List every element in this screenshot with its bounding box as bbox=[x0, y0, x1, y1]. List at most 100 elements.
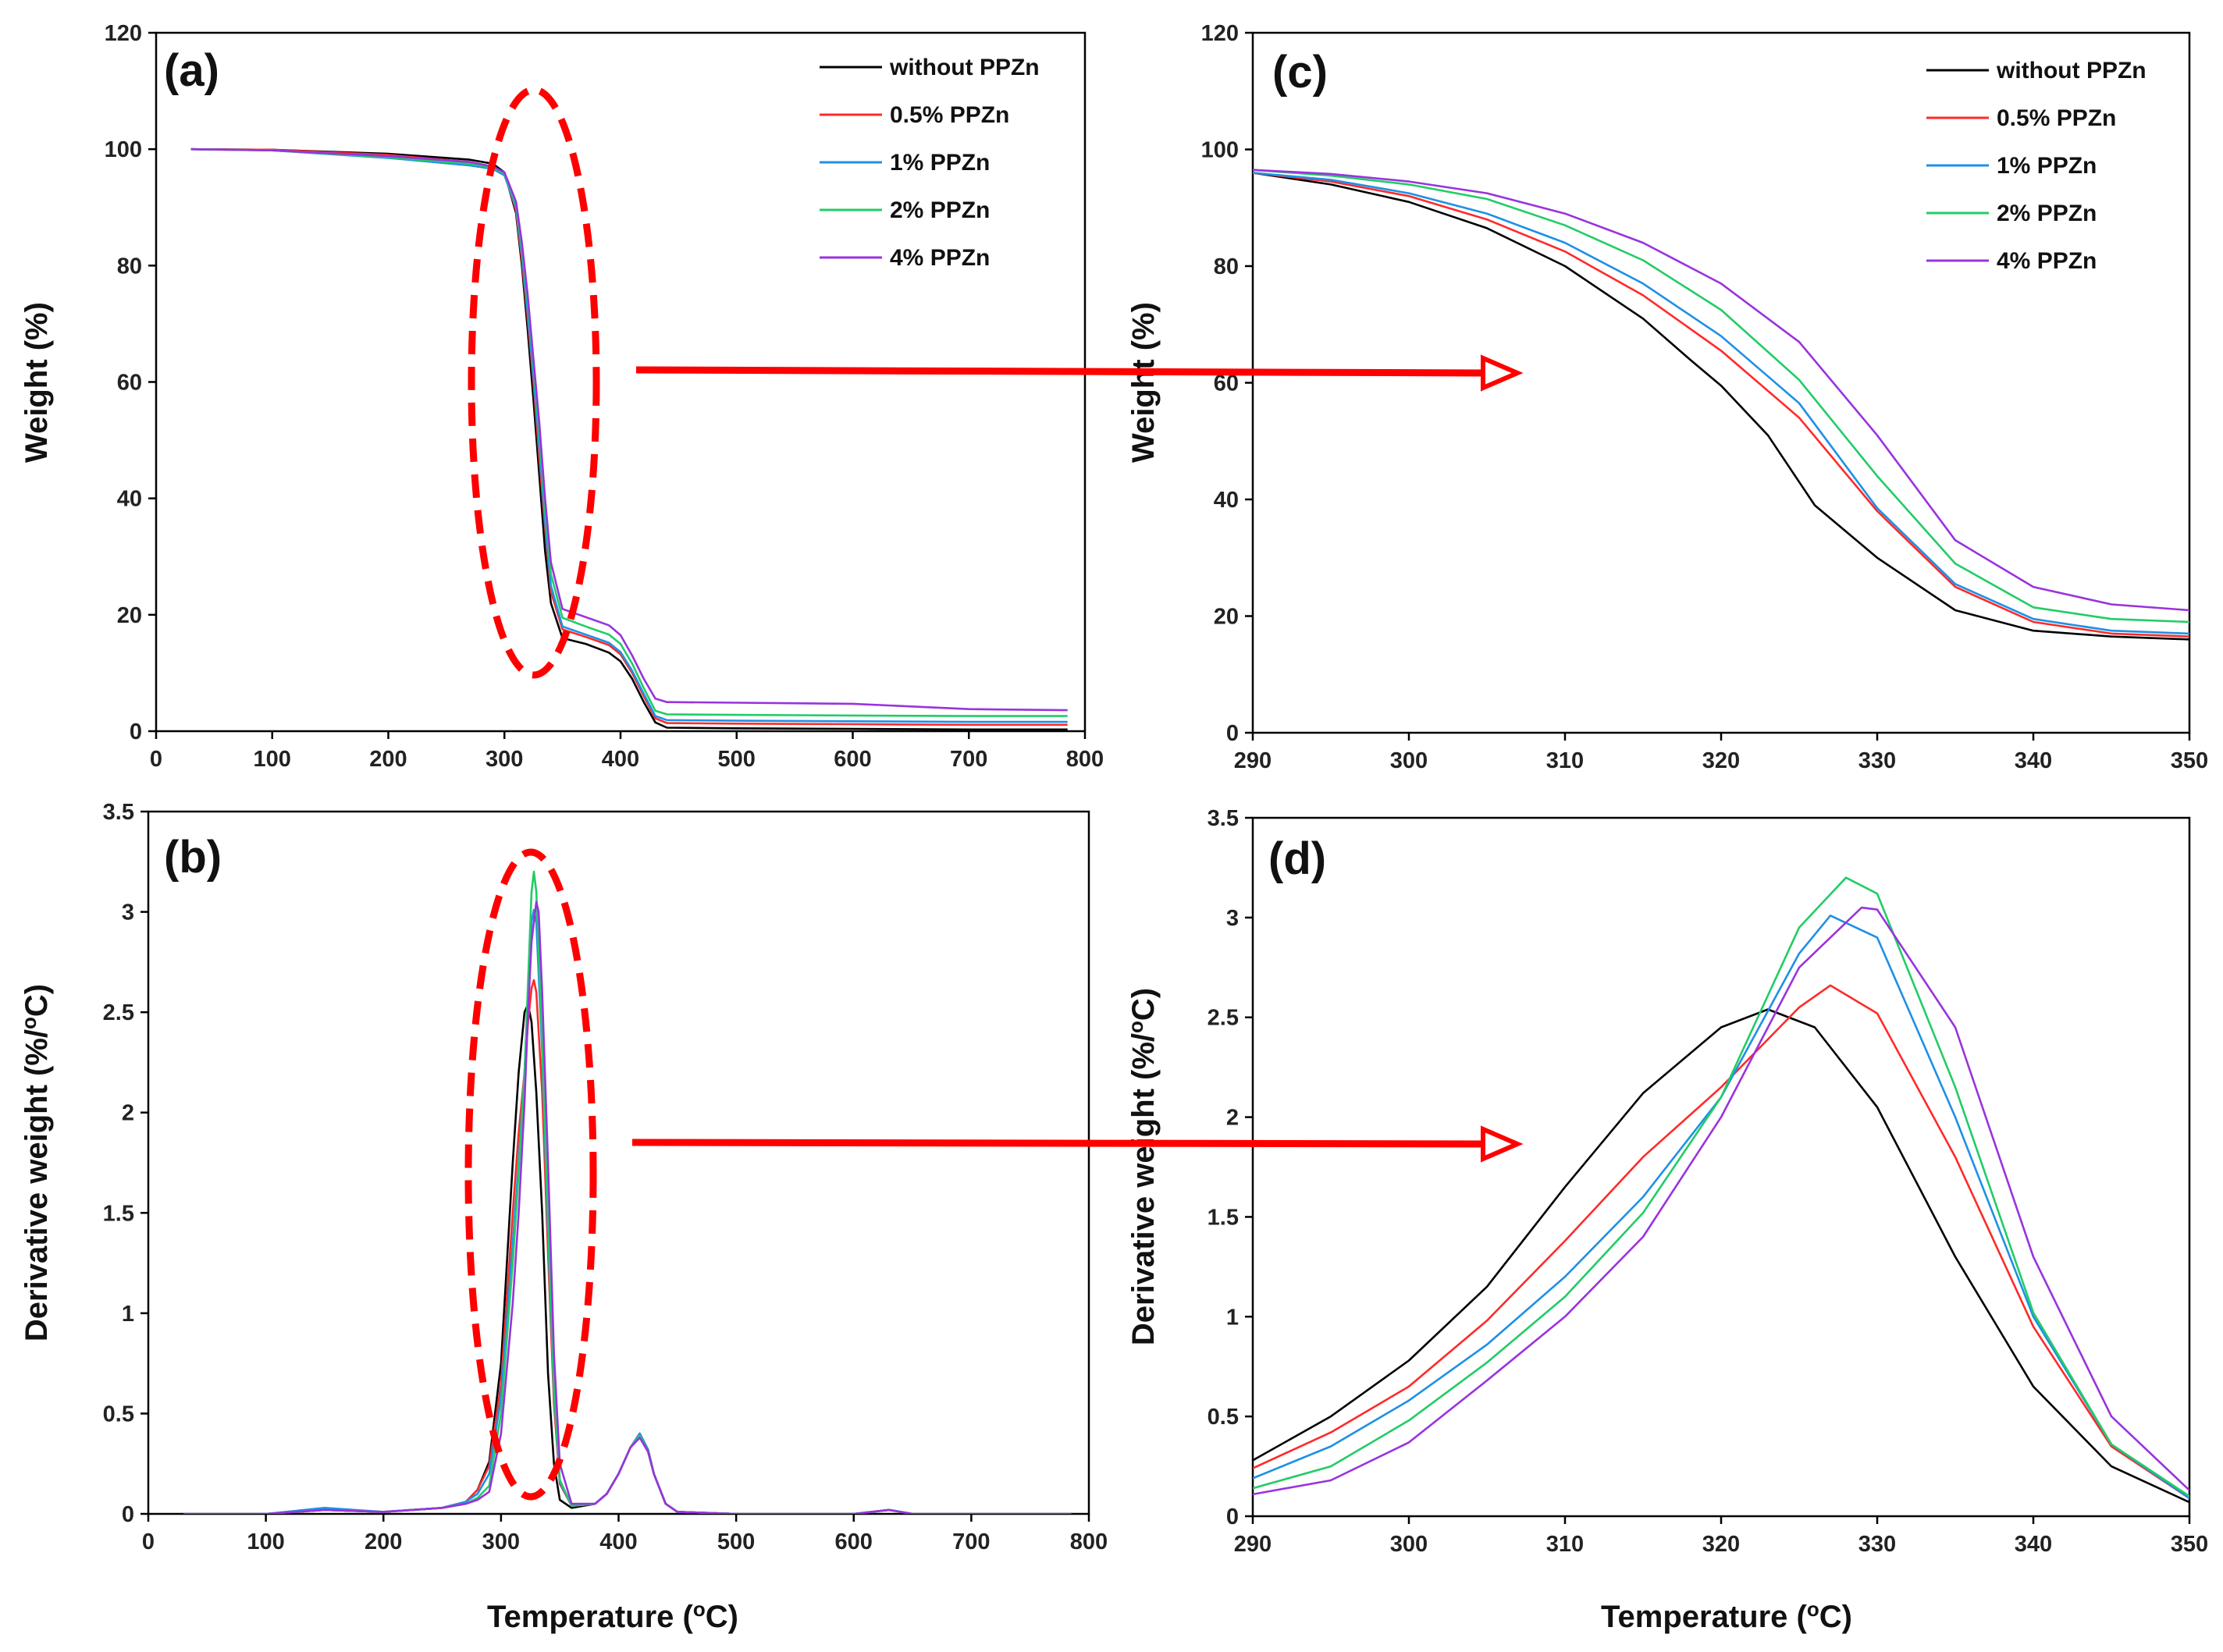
panel-a-xtick-label: 800 bbox=[1066, 747, 1104, 772]
zoom-arrow-a-shaft bbox=[635, 366, 1485, 377]
panel-a-legend-label: 4% PPZn bbox=[890, 245, 990, 271]
panel-a-plot-area bbox=[155, 31, 1087, 733]
panel-c-series-line bbox=[1253, 172, 2189, 638]
panel-c-ylabel: Weight (%) bbox=[1126, 302, 1161, 463]
panel-b-ytick-label: 0.5 bbox=[103, 1402, 134, 1426]
panel-b-xtick-label: 600 bbox=[835, 1529, 873, 1554]
panel-b-xtick-label: 500 bbox=[717, 1529, 755, 1554]
panel-b-xtick-label: 0 bbox=[142, 1529, 155, 1554]
panel-d-series-line bbox=[1253, 915, 2189, 1500]
panel-a-ytick-label: 0 bbox=[130, 719, 142, 744]
panel-d-ytick-label: 3 bbox=[1226, 906, 1239, 931]
panel-c-xtick-label: 290 bbox=[1234, 748, 1272, 773]
panel-b-xtick-label: 100 bbox=[247, 1529, 284, 1554]
panel-b: 0 100 200 300 400 500 600 700 800 0 0.5 1 1.5 2 2.5 3 3.… bbox=[17, 800, 1108, 1554]
panel-c-legend-label: 4% PPZn bbox=[1997, 248, 2097, 274]
panel-d-xtick-label: 310 bbox=[1546, 1532, 1584, 1557]
panel-a-xtick-label: 200 bbox=[369, 747, 407, 772]
panel-d-xtick-label: 290 bbox=[1234, 1532, 1272, 1557]
panel-b-ytick-label: 0 bbox=[122, 1502, 134, 1527]
panel-b-plot-area bbox=[147, 810, 1090, 1515]
panel-a-legend-label: 0.5% PPZn bbox=[890, 102, 1009, 128]
zoom-arrow-b-shaft bbox=[631, 1139, 1485, 1148]
panel-b-ticks: 0 100 200 300 400 500 600 700 800 0 0.5 1 1.5 2 2.5 3 3.… bbox=[103, 800, 1108, 1554]
panel-c-xtick-label: 320 bbox=[1702, 748, 1740, 773]
panel-d-series-line bbox=[1253, 1008, 2189, 1504]
panel-d-ytick-label: 2 bbox=[1226, 1106, 1239, 1131]
zoom-arrow-a-head bbox=[1481, 354, 1524, 392]
zoom-arrow-b-head bbox=[1481, 1125, 1524, 1163]
panel-d-label: (d) bbox=[1268, 833, 1326, 884]
panel-a-xtick-label: 400 bbox=[602, 747, 639, 772]
panel-a-ytick-label: 60 bbox=[117, 371, 142, 396]
panel-d-xtick-label: 350 bbox=[2171, 1532, 2208, 1557]
panel-d-series-line bbox=[1253, 876, 2189, 1497]
panel-d-ytick-label: 3.5 bbox=[1208, 806, 1239, 831]
panel-a-xtick-label: 500 bbox=[718, 747, 756, 772]
panel-c-xtick-label: 330 bbox=[1858, 748, 1896, 773]
panel-c-legend-label: 1% PPZn bbox=[1997, 153, 2097, 179]
panel-c-legend-label: without PPZn bbox=[1996, 58, 2147, 83]
panel-b-xtick-label: 700 bbox=[952, 1529, 990, 1554]
panel-a-ytick-label: 120 bbox=[105, 21, 142, 46]
panel-d-series-line bbox=[1253, 984, 2189, 1500]
panel-d-xtick-label: 340 bbox=[2015, 1532, 2052, 1557]
panel-c-plot-area bbox=[1251, 31, 2191, 734]
panel-c-legend-label: 2% PPZn bbox=[1997, 201, 2097, 226]
panel-c-ytick-label: 80 bbox=[1214, 254, 1239, 279]
panel-a-legend-label: without PPZn bbox=[889, 55, 1040, 80]
panel-c-legend-label: 0.5% PPZn bbox=[1997, 105, 2116, 131]
panel-a-legend-label: 1% PPZn bbox=[890, 150, 990, 176]
panel-c-ytick-label: 100 bbox=[1201, 138, 1239, 163]
panel-a: 0 100 200 300 400 500 600 700 800 0 20 40 60 80 100 120… bbox=[20, 21, 1104, 772]
panel-b-ytick-label: 3.5 bbox=[103, 800, 134, 825]
panel-a-xtick-label: 100 bbox=[254, 747, 291, 772]
panel-a-xtick-label: 600 bbox=[834, 747, 871, 772]
panel-d: 290 300 310 320 330 340 350 0 0.5 1 1.5 2 2.5 3 3.5 (d… bbox=[1124, 806, 2208, 1557]
panel-b-ytick-label: 2 bbox=[122, 1101, 134, 1126]
panel-d-ytick-label: 0.5 bbox=[1208, 1405, 1239, 1430]
panel-c-series-line bbox=[1253, 169, 2189, 623]
panel-d-ytick-label: 0 bbox=[1226, 1505, 1239, 1529]
panel-c-xtick-label: 340 bbox=[2015, 748, 2052, 773]
panel-b-series-line bbox=[183, 901, 1072, 1514]
panel-d-ytick-label: 1.5 bbox=[1208, 1205, 1239, 1230]
panel-d-xtick-label: 320 bbox=[1702, 1532, 1740, 1557]
panel-d-ylabel: Derivative weight (%/oC) bbox=[1124, 988, 1161, 1345]
panel-d-plot-area bbox=[1251, 816, 2191, 1518]
panel-a-legend-label: 2% PPZn bbox=[890, 197, 990, 223]
panel-b-xlabel: Temperature (oC) bbox=[487, 1597, 738, 1634]
panel-d-ytick-label: 1 bbox=[1226, 1305, 1239, 1330]
panel-c-ytick-label: 0 bbox=[1226, 721, 1239, 746]
panel-b-ytick-label: 1.5 bbox=[103, 1201, 134, 1226]
panel-c-ytick-label: 120 bbox=[1201, 21, 1239, 46]
panel-c-xtick-label: 300 bbox=[1390, 748, 1428, 773]
panel-a-legend: without PPZn 0.5% PPZn 1% PPZn 2% PPZn 4% PP… bbox=[820, 55, 1040, 271]
panel-a-xtick-label: 700 bbox=[950, 747, 987, 772]
panel-b-series bbox=[183, 870, 1072, 1514]
panel-c-label: (c) bbox=[1272, 47, 1328, 98]
panel-a-ticks: 0 100 200 300 400 500 600 700 800 0 20 40 60 80 100 120 bbox=[105, 21, 1104, 772]
panel-b-ytick-label: 1 bbox=[122, 1302, 134, 1327]
panel-c-series-line bbox=[1253, 172, 2189, 641]
panel-b-xtick-label: 800 bbox=[1070, 1529, 1108, 1554]
panel-d-xlabel: Temperature (oC) bbox=[1601, 1597, 1852, 1634]
panel-a-ytick-label: 20 bbox=[117, 603, 142, 628]
panel-c-xtick-label: 350 bbox=[2171, 748, 2208, 773]
panel-c-xtick-label: 310 bbox=[1546, 748, 1584, 773]
panel-a-ytick-label: 80 bbox=[117, 254, 142, 279]
highlight-ellipse-a bbox=[468, 86, 600, 679]
panel-a-ytick-label: 40 bbox=[117, 487, 142, 512]
panel-b-xtick-label: 400 bbox=[599, 1529, 637, 1554]
panel-d-ytick-label: 2.5 bbox=[1208, 1006, 1239, 1031]
panel-b-xtick-label: 300 bbox=[482, 1529, 520, 1554]
panel-c-ytick-label: 40 bbox=[1214, 488, 1239, 513]
panel-c-series-line bbox=[1253, 169, 2189, 612]
panel-a-xtick-label: 300 bbox=[486, 747, 523, 772]
panel-c-series bbox=[1253, 169, 2189, 641]
panel-b-ylabel: Derivative weight (%/oC) bbox=[17, 984, 54, 1341]
panel-a-ytick-label: 100 bbox=[105, 137, 142, 162]
